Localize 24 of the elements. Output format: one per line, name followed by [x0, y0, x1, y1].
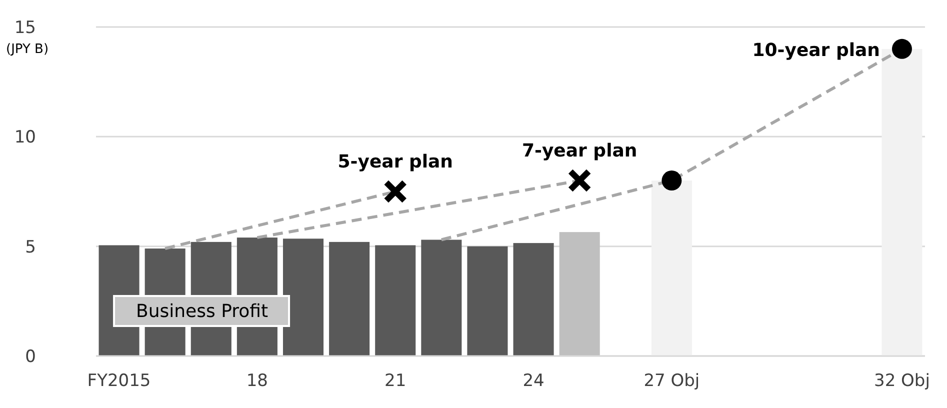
- x-tick-label: 21: [384, 371, 406, 391]
- bar: [329, 242, 370, 356]
- y-tick-label: 10: [14, 128, 36, 148]
- series-label: 7-year plan: [522, 140, 638, 162]
- bar: [375, 245, 416, 356]
- x-tick-label: FY2015: [87, 371, 151, 391]
- series-label: 10-year plan: [752, 40, 880, 61]
- y-tick-label: 15: [14, 18, 36, 38]
- series-label: 5-year plan: [338, 152, 453, 172]
- x-tick-label: 27 Obj: [644, 371, 700, 391]
- bar: [882, 48, 922, 356]
- y-tick-label: 0: [25, 347, 36, 367]
- y-axis-title: (JPY B): [6, 42, 49, 57]
- bar: [282, 238, 324, 356]
- bar: [513, 243, 554, 356]
- bar: [421, 240, 462, 356]
- bar: [559, 232, 600, 356]
- bar: [467, 246, 508, 356]
- bar: [651, 180, 692, 356]
- y-tick-label: 5: [25, 237, 36, 258]
- series-label: Business Profit: [136, 301, 268, 322]
- x-tick-label: 32 Obj: [874, 371, 930, 391]
- x-tick-label: 18: [246, 371, 268, 391]
- x-tick-label: 24: [522, 371, 544, 391]
